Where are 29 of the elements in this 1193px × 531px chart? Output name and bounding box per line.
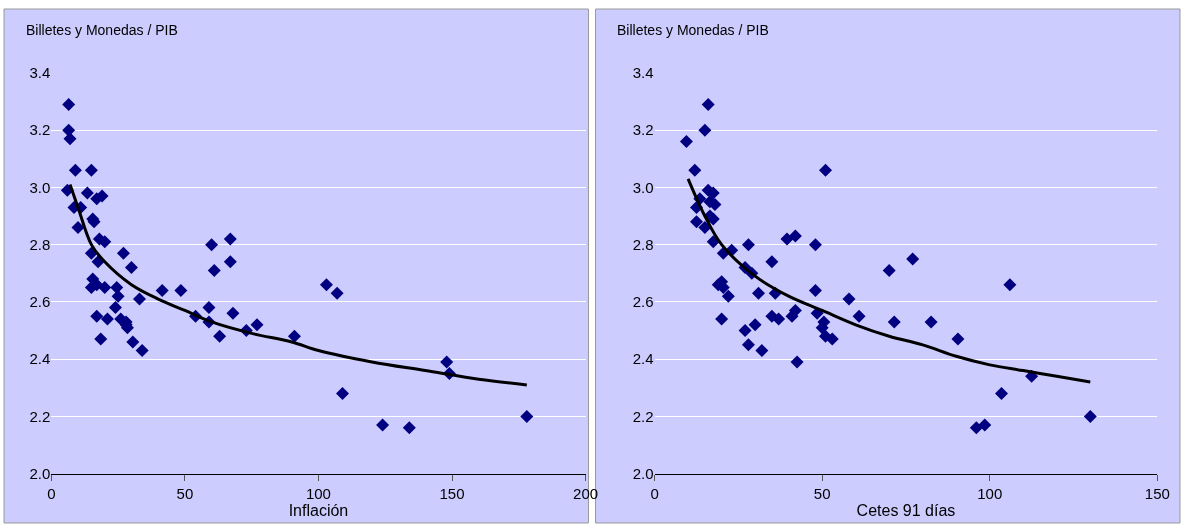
- y-axis-title: Billetes y Monedas / PIB: [617, 22, 769, 38]
- y-tick-label: 2.4: [29, 350, 51, 368]
- y-tick-label: 3.4: [632, 64, 654, 82]
- y-tick-label: 2.6: [29, 293, 51, 311]
- x-tick-label: 50: [813, 484, 831, 502]
- x-tick-label: 100: [305, 484, 331, 502]
- y-tick-label: 2.4: [632, 350, 654, 368]
- y-tick-label: 2.2: [632, 407, 654, 425]
- x-tick-label: 50: [176, 484, 194, 502]
- x-tick-label: 200: [573, 484, 599, 502]
- y-tick-label: 3.2: [29, 121, 51, 139]
- x-tick-label: 0: [650, 484, 659, 502]
- y-tick-label: 3.4: [29, 64, 51, 82]
- x-axis-title: Inflación: [288, 502, 349, 520]
- y-tick-label: 3.2: [632, 121, 654, 139]
- x-tick-label: 100: [977, 484, 1003, 502]
- x-tick-label: 150: [1144, 484, 1170, 502]
- y-tick-label: 2.6: [632, 293, 654, 311]
- y-tick-label: 2.8: [29, 235, 51, 253]
- y-tick-label: 2.2: [29, 407, 51, 425]
- x-tick-label: 0: [47, 484, 56, 502]
- y-tick-label: 2.0: [632, 464, 654, 482]
- y-tick-label: 3.0: [29, 178, 51, 196]
- y-tick-label: 2.0: [29, 464, 51, 482]
- y-axis-title: Billetes y Monedas / PIB: [26, 22, 178, 38]
- y-tick-label: 2.8: [632, 235, 654, 253]
- y-tick-label: 3.0: [632, 178, 654, 196]
- x-tick-label: 150: [439, 484, 465, 502]
- x-axis-title: Cetes 91 días: [856, 502, 956, 520]
